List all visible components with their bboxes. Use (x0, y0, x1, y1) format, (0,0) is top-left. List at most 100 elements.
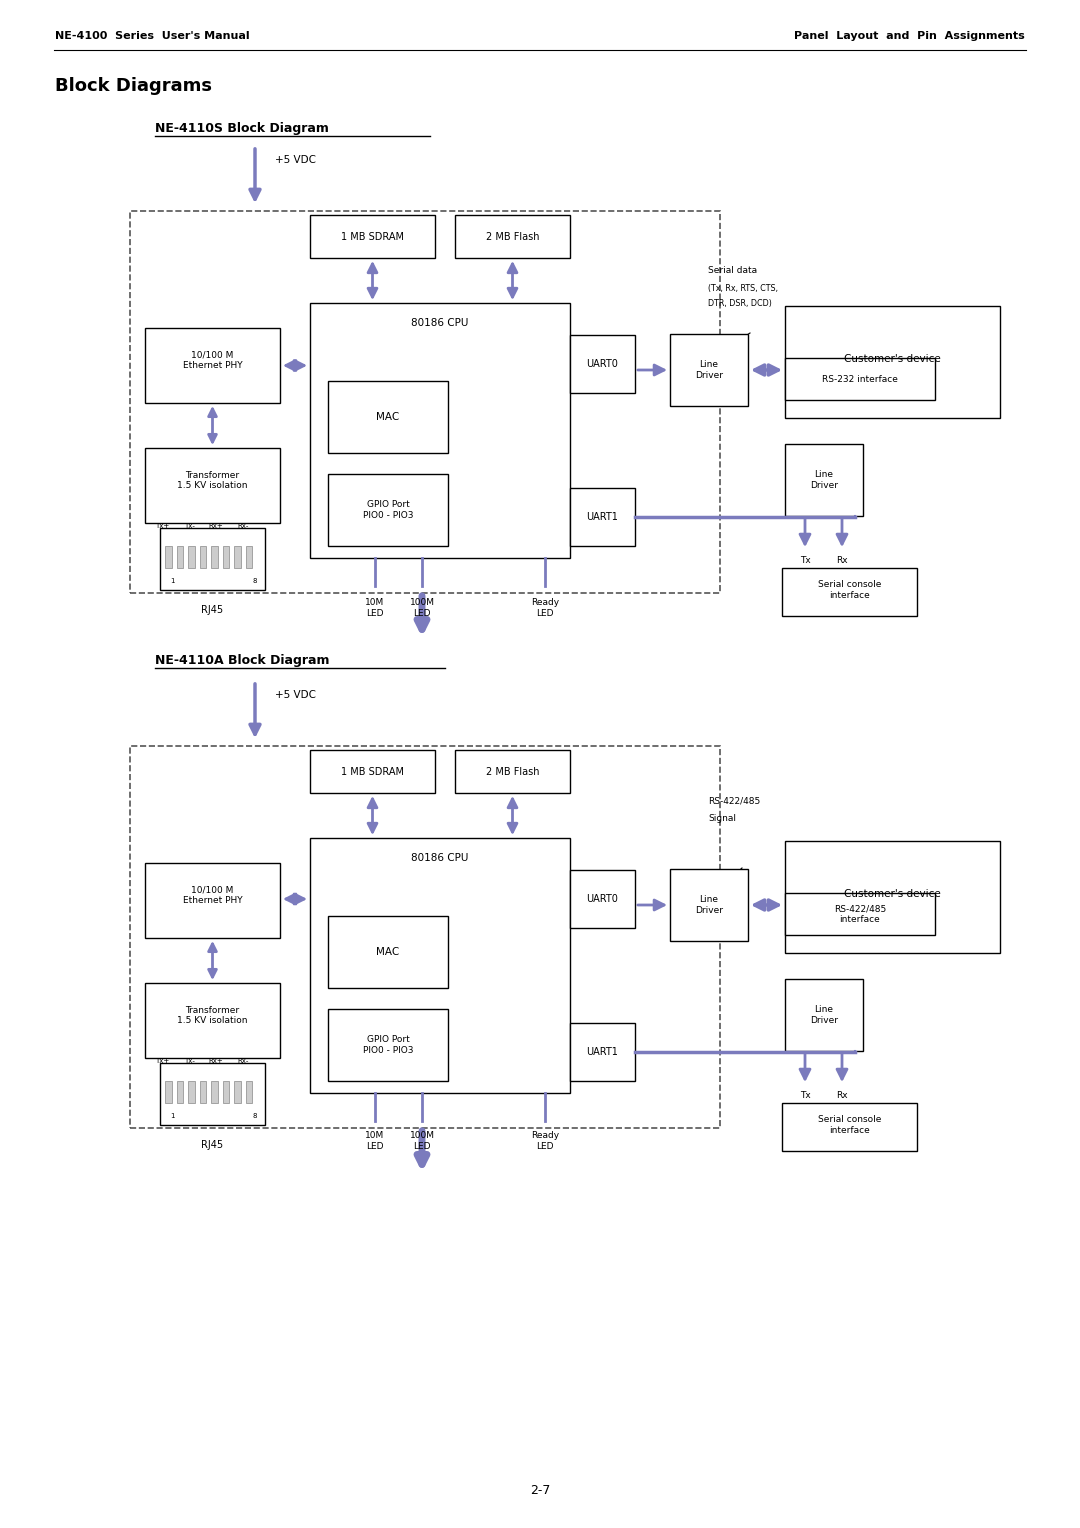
Text: Tx-: Tx- (184, 523, 194, 529)
FancyBboxPatch shape (785, 840, 1000, 953)
Bar (165, 1080, 172, 1103)
Text: Signal: Signal (708, 813, 735, 822)
Bar (200, 545, 206, 568)
Text: 2 MB Flash: 2 MB Flash (486, 767, 539, 776)
Text: +5 VDC: +5 VDC (275, 691, 316, 700)
Text: Tx+: Tx+ (154, 1057, 170, 1063)
Text: 10/100 M
Ethernet PHY: 10/100 M Ethernet PHY (183, 351, 242, 370)
Bar (245, 1080, 252, 1103)
Bar (176, 1080, 183, 1103)
FancyBboxPatch shape (455, 215, 570, 258)
Text: Line
Driver: Line Driver (696, 361, 723, 379)
Text: Rx+: Rx+ (208, 1057, 224, 1063)
Text: Rx: Rx (836, 1091, 848, 1100)
Text: Transformer
1.5 KV isolation: Transformer 1.5 KV isolation (177, 471, 247, 490)
FancyBboxPatch shape (145, 863, 280, 938)
Text: 10M
LED: 10M LED (365, 599, 384, 617)
Text: (Tx, Rx, RTS, CTS,: (Tx, Rx, RTS, CTS, (708, 284, 778, 292)
Bar (211, 545, 217, 568)
FancyBboxPatch shape (785, 892, 935, 935)
Bar (234, 1080, 241, 1103)
Text: Serial data: Serial data (708, 266, 757, 275)
Text: Tx: Tx (799, 556, 810, 564)
Text: Customer's device: Customer's device (845, 889, 941, 898)
FancyBboxPatch shape (145, 329, 280, 403)
FancyBboxPatch shape (160, 1063, 265, 1125)
FancyBboxPatch shape (570, 869, 635, 927)
Bar (165, 545, 172, 568)
Text: Line
Driver: Line Driver (696, 895, 723, 915)
Text: NE-4100  Series  User's Manual: NE-4100 Series User's Manual (55, 31, 249, 41)
FancyBboxPatch shape (570, 1024, 635, 1080)
Text: Transformer
1.5 KV isolation: Transformer 1.5 KV isolation (177, 1005, 247, 1025)
Bar (200, 1080, 206, 1103)
Text: NE-4110S Block Diagram: NE-4110S Block Diagram (156, 122, 329, 134)
Text: Customer's device: Customer's device (845, 354, 941, 364)
FancyBboxPatch shape (328, 1008, 448, 1080)
Text: Tx+: Tx+ (154, 523, 170, 529)
FancyBboxPatch shape (310, 215, 435, 258)
FancyBboxPatch shape (455, 750, 570, 793)
Bar (211, 1080, 217, 1103)
Bar (176, 545, 183, 568)
Text: RJ45: RJ45 (202, 1140, 224, 1151)
Text: Rx-: Rx- (238, 523, 248, 529)
Text: MAC: MAC (376, 947, 400, 957)
Text: 2-7: 2-7 (530, 1484, 550, 1496)
Text: Rx-: Rx- (238, 1057, 248, 1063)
Text: UART0: UART0 (586, 894, 619, 905)
FancyBboxPatch shape (328, 474, 448, 545)
Text: UART1: UART1 (586, 1047, 619, 1057)
Bar (188, 545, 194, 568)
Text: Panel  Layout  and  Pin  Assignments: Panel Layout and Pin Assignments (794, 31, 1025, 41)
FancyBboxPatch shape (310, 303, 570, 558)
Text: Line
Driver: Line Driver (810, 1005, 838, 1025)
Text: +5 VDC: +5 VDC (275, 154, 316, 165)
Text: UART1: UART1 (586, 512, 619, 523)
Text: UART0: UART0 (586, 359, 619, 368)
Text: 2 MB Flash: 2 MB Flash (486, 232, 539, 241)
Text: NE-4110A Block Diagram: NE-4110A Block Diagram (156, 654, 329, 666)
Text: MAC: MAC (376, 413, 400, 422)
FancyBboxPatch shape (670, 869, 748, 941)
Text: 1: 1 (170, 578, 174, 584)
FancyBboxPatch shape (130, 211, 720, 593)
Text: 8: 8 (253, 1112, 257, 1118)
FancyBboxPatch shape (328, 380, 448, 452)
Text: 10/100 M
Ethernet PHY: 10/100 M Ethernet PHY (183, 886, 242, 905)
Bar (234, 545, 241, 568)
Text: GPIO Port
PIO0 - PIO3: GPIO Port PIO0 - PIO3 (363, 500, 414, 520)
Text: Serial console
interface: Serial console interface (818, 581, 881, 599)
FancyBboxPatch shape (145, 448, 280, 523)
Text: 10M
LED: 10M LED (365, 1131, 384, 1151)
Text: 100M
LED: 100M LED (409, 1131, 434, 1151)
Bar (222, 545, 229, 568)
FancyBboxPatch shape (782, 568, 917, 616)
FancyBboxPatch shape (785, 358, 935, 400)
Text: 100M
LED: 100M LED (409, 599, 434, 617)
Text: 1 MB SDRAM: 1 MB SDRAM (341, 767, 404, 776)
Text: Line
Driver: Line Driver (810, 471, 838, 489)
Text: Rx+: Rx+ (208, 523, 224, 529)
FancyBboxPatch shape (570, 487, 635, 545)
FancyBboxPatch shape (570, 335, 635, 393)
Text: 1: 1 (170, 1112, 174, 1118)
FancyBboxPatch shape (328, 915, 448, 989)
FancyBboxPatch shape (310, 750, 435, 793)
FancyBboxPatch shape (310, 837, 570, 1093)
Text: DTR, DSR, DCD): DTR, DSR, DCD) (708, 298, 772, 307)
Text: RS-422/485: RS-422/485 (708, 796, 760, 805)
Text: 8: 8 (253, 578, 257, 584)
Text: Tx-: Tx- (184, 1057, 194, 1063)
FancyBboxPatch shape (785, 306, 1000, 419)
Text: RJ45: RJ45 (202, 605, 224, 614)
Text: Tx: Tx (799, 1091, 810, 1100)
Text: 80186 CPU: 80186 CPU (411, 318, 469, 329)
Text: 1 MB SDRAM: 1 MB SDRAM (341, 232, 404, 241)
FancyBboxPatch shape (160, 529, 265, 590)
Text: Ready
LED: Ready LED (531, 1131, 559, 1151)
FancyBboxPatch shape (145, 983, 280, 1057)
FancyBboxPatch shape (785, 979, 863, 1051)
FancyBboxPatch shape (785, 445, 863, 516)
Text: GPIO Port
PIO0 - PIO3: GPIO Port PIO0 - PIO3 (363, 1036, 414, 1054)
